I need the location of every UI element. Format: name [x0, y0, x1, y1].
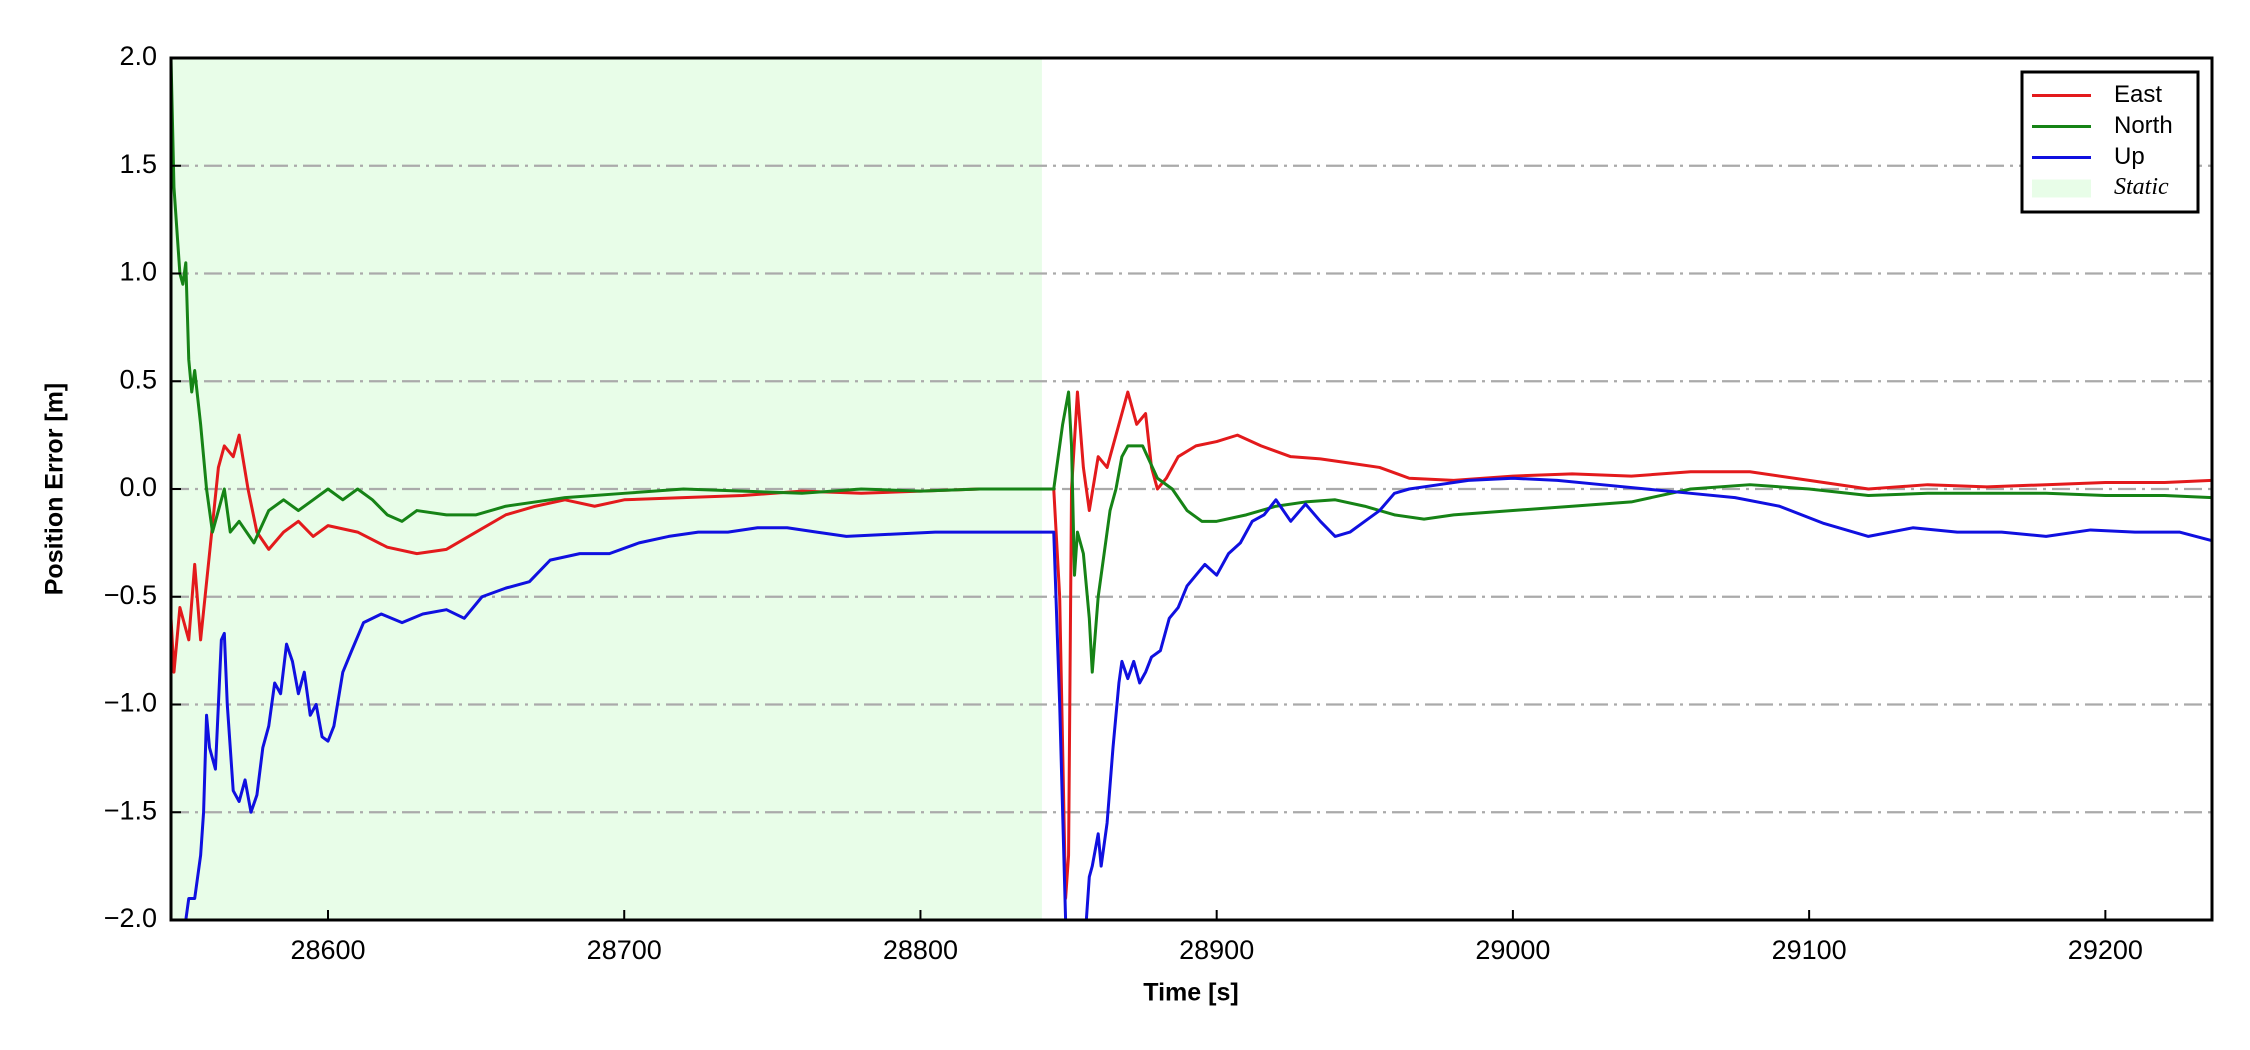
x-tick-label: 29200 [2068, 935, 2143, 965]
x-tick-label: 28600 [290, 935, 365, 965]
x-axis-label: Time [s] [1143, 979, 1238, 1007]
y-tick-label: 0.5 [119, 364, 157, 394]
x-tick-label: 28800 [883, 935, 958, 965]
y-tick-label: 1.5 [119, 149, 157, 179]
y-axis-label: Position Error [m] [41, 383, 69, 596]
y-tick-label: −0.5 [104, 580, 157, 610]
legend-label: East [2114, 81, 2162, 108]
y-tick-label: −1.5 [104, 795, 157, 825]
legend-label: North [2114, 112, 2173, 139]
legend-swatch [2032, 179, 2091, 198]
legend-label: Up [2114, 143, 2145, 170]
x-tick-label: 29100 [1772, 935, 1847, 965]
x-tick-label: 29000 [1475, 935, 1550, 965]
y-tick-label: 0.0 [119, 472, 157, 502]
y-tick-label: −1.0 [104, 688, 157, 718]
legend-label: Static [2114, 174, 2169, 200]
legend: East North Up Static [2020, 70, 2200, 214]
series-line [171, 58, 2212, 674]
x-tick-label: 28700 [587, 935, 662, 965]
lines [171, 58, 2212, 920]
y-tick-label: 2.0 [119, 41, 157, 71]
series-line [184, 476, 2212, 920]
axes: −2.0 −1.5 −1.0 −0.5 0.0 0.5 1.0 1.5 2.0 28600 2870… [104, 41, 2143, 965]
y-tick-label: 1.0 [119, 257, 157, 287]
x-tick-label: 28900 [1179, 935, 1254, 965]
y-tick-label: −2.0 [104, 903, 157, 933]
